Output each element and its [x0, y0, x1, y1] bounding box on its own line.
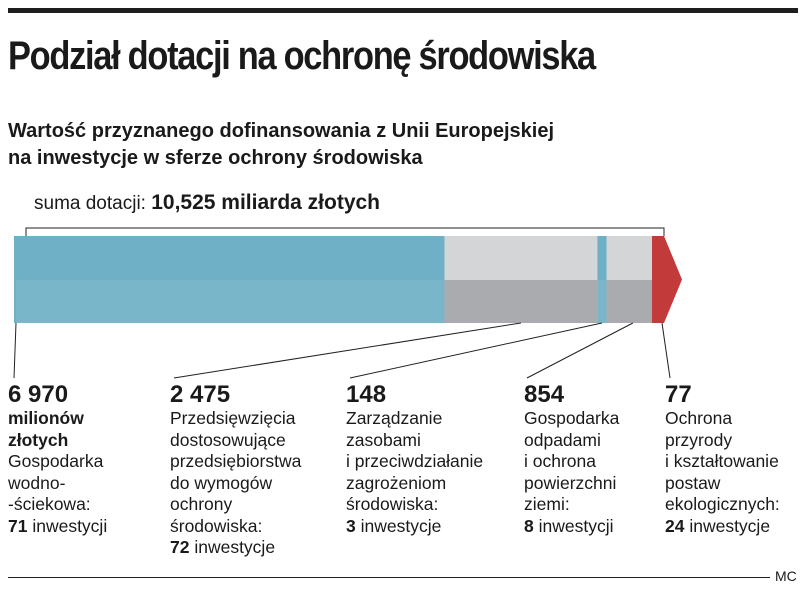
author-credit: MC	[775, 568, 797, 584]
value-label: 2 475	[170, 381, 231, 408]
column-enterprise-adaptation: 2 475 Przedsięwzięcia dostosowujące prze…	[170, 382, 301, 559]
category-label: Ochrona przyrody i kształtowanie postaw …	[665, 408, 780, 514]
chart-title: Podział dotacji na ochronę środowiska	[8, 34, 596, 78]
value-label: 854	[524, 381, 565, 408]
investment-count: 71 inwestycji	[8, 515, 108, 536]
unit-label: milionów złotych	[8, 408, 84, 450]
top-rule	[8, 8, 798, 13]
column-water-sewage: 6 970 milionów złotych Gospodarka wodno-…	[8, 382, 107, 537]
chart-subtitle: Wartość przyznanego dofinansowania z Uni…	[8, 118, 554, 172]
category-label: Zarządzanie zasobami i przeciwdziałanie …	[346, 408, 484, 514]
column-resource-management: 148 Zarządzanie zasobami i przeciwdziała…	[346, 382, 483, 537]
investment-count: 8 inwestycji	[524, 515, 614, 536]
investment-count: 24 inwestycje	[665, 515, 771, 536]
value-label: 6 970	[8, 381, 69, 408]
bar-segment-2	[444, 236, 598, 323]
leader-line-5	[661, 322, 671, 379]
investment-count: 72 inwestycje	[170, 537, 276, 557]
category-label: Gospodarka odpadami i ochrona powierzchn…	[524, 408, 620, 514]
total-bracket	[25, 227, 665, 236]
leader-line-1	[13, 322, 17, 379]
category-label: Gospodarka wodno- -ściekowa:	[8, 451, 104, 514]
value-label: 77	[665, 381, 692, 408]
bar-segment-3	[597, 236, 607, 323]
column-waste-management: 854 Gospodarka odpadami i ochrona powier…	[524, 382, 619, 537]
subtitle-line-2: na inwestycje w sferze ochrony środowisk…	[8, 147, 423, 169]
column-nature-protection: 77 Ochrona przyrody i kształtowanie post…	[665, 382, 780, 537]
bottom-rule	[8, 577, 770, 578]
total-sum-label: suma dotacji: 10,525 miliarda złotych	[34, 191, 380, 215]
category-label: Przedsięwzięcia dostosowujące przedsiębi…	[170, 408, 302, 536]
sum-value: 10,525 miliarda złotych	[151, 191, 381, 214]
bar-right-cap	[652, 236, 682, 323]
investment-count: 3 inwestycje	[346, 515, 442, 536]
subtitle-line-1: Wartość przyznanego dofinansowania z Uni…	[8, 120, 555, 142]
bar-segment-4	[606, 236, 660, 323]
leader-line-3	[349, 322, 603, 379]
leader-line-2	[173, 322, 522, 379]
sum-label: suma dotacji:	[34, 193, 146, 214]
bar-segment-1	[14, 236, 445, 323]
value-label: 148	[346, 381, 387, 408]
leader-line-4	[526, 322, 634, 379]
bar-left-cap	[14, 236, 16, 323]
